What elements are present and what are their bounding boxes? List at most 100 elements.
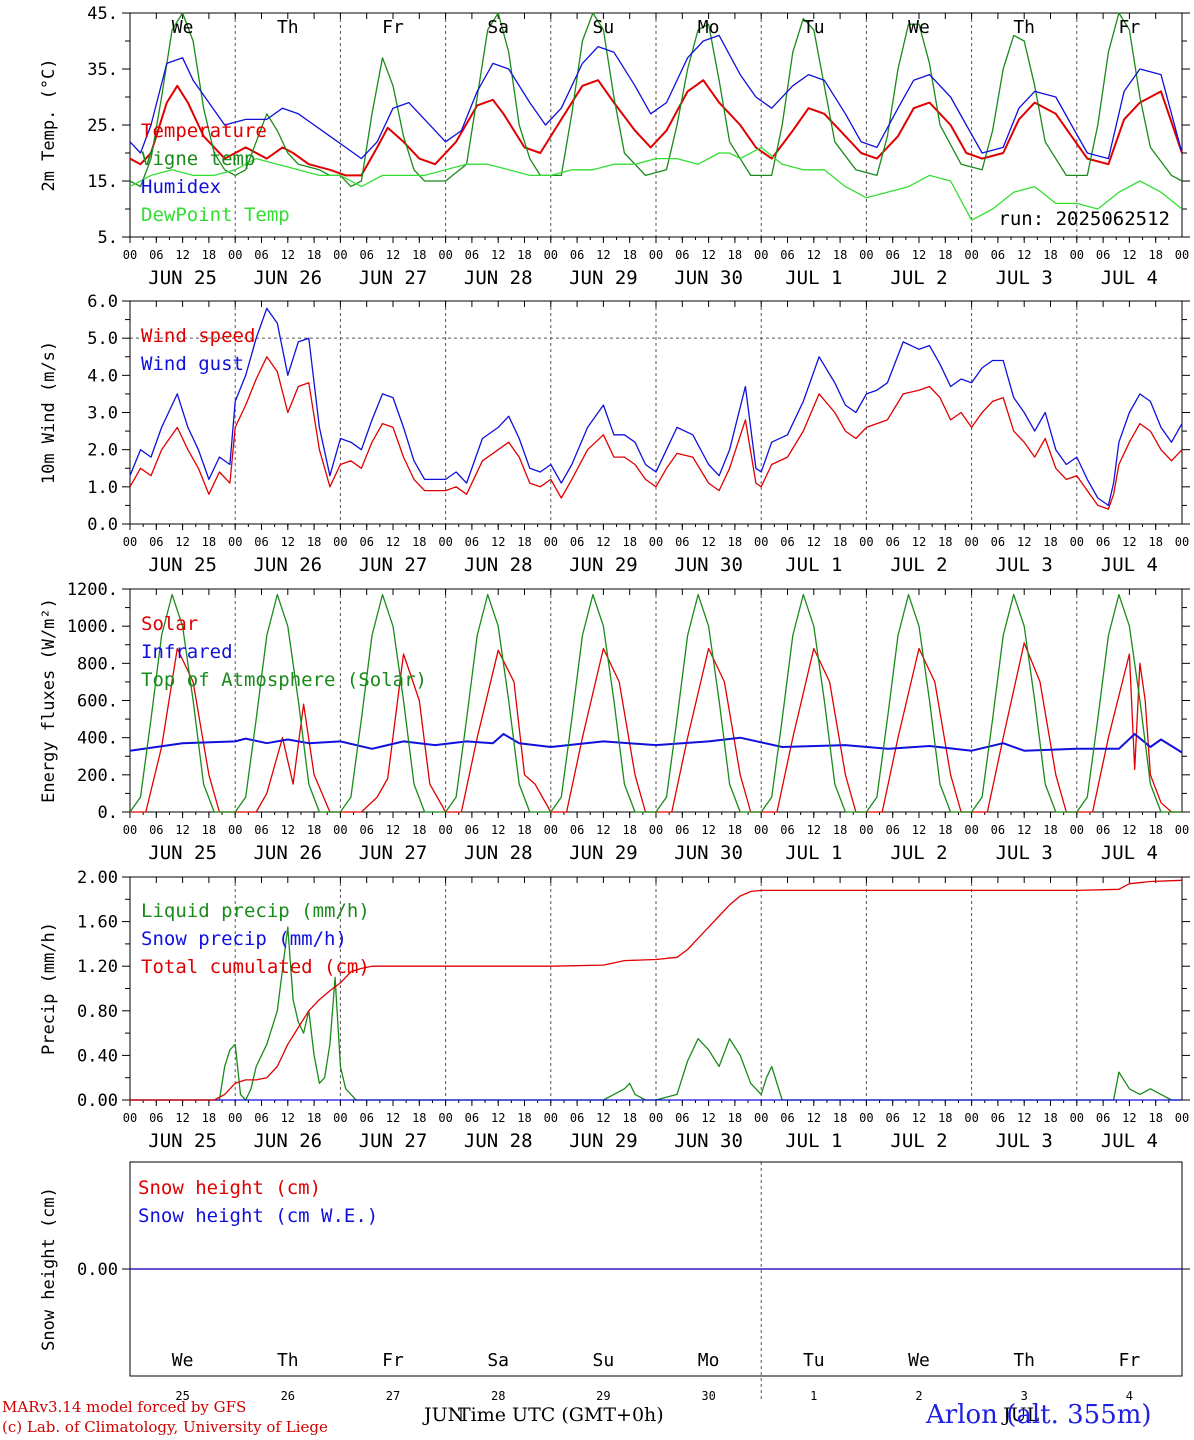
hour-tick-label: 12 [807,248,821,262]
hour-tick-label: 18 [938,1111,952,1125]
y-tick-label: 2.00 [77,868,118,888]
hour-tick-label: 06 [570,1111,584,1125]
hour-tick-label: 06 [149,248,163,262]
hour-tick-label: 18 [833,535,847,549]
hour-tick-label: 18 [622,1111,636,1125]
date-label: JUL 1 [785,554,842,576]
hour-tick-label: 18 [1043,535,1057,549]
hour-tick-label: 00 [333,823,347,837]
date-label: JUL 4 [1101,842,1158,864]
hour-tick-label: 18 [728,823,742,837]
date-label: JUN 28 [464,554,533,576]
date-label: JUL 4 [1101,1130,1158,1152]
weekday-label: Th [277,1350,299,1371]
hour-tick-label: 12 [281,535,295,549]
hour-tick-label: 18 [728,535,742,549]
credit-line-1: MARv3.14 model forced by GFS [2,1398,247,1416]
hour-tick-label: 12 [386,1111,400,1125]
hour-tick-label: 06 [991,535,1005,549]
y-tick-label: 0.00 [77,1260,118,1280]
hour-tick-label: 12 [701,248,715,262]
hour-tick-label: 18 [1148,1111,1162,1125]
hour-tick-label: 06 [991,248,1005,262]
hour-tick-label: 18 [1043,248,1057,262]
hour-tick-label: 18 [412,823,426,837]
hour-tick-label: 00 [649,248,663,262]
hour-tick-label: 00 [859,248,873,262]
hour-tick-label: 18 [728,1111,742,1125]
hour-tick-label: 06 [465,535,479,549]
hour-tick-label: 00 [123,823,137,837]
hour-tick-label: 00 [228,1111,242,1125]
legend-entry: Total cumulated (cm) [141,956,370,978]
date-label: JUN 30 [674,842,743,864]
y-tick-label: 1.20 [77,957,118,977]
legend-entry: Snow precip (mm/h) [141,928,347,950]
hour-tick-label: 06 [359,823,373,837]
hour-tick-label: 00 [1175,248,1189,262]
y-tick-label: 3.0 [87,404,118,424]
legend-entry: Liquid precip (mm/h) [141,900,370,922]
legend-entry: Solar [141,613,198,635]
hour-tick-label: 00 [438,1111,452,1125]
hour-tick-label: 06 [1096,823,1110,837]
date-label: JUL 1 [785,842,842,864]
hour-tick-label: 00 [754,248,768,262]
hour-tick-label: 00 [1070,1111,1084,1125]
hour-tick-label: 12 [491,248,505,262]
date-label: JUL 2 [890,267,947,289]
hour-tick-label: 06 [570,535,584,549]
date-label: JUN 30 [674,267,743,289]
short-date-label: 30 [701,1389,715,1403]
hour-tick-label: 12 [1017,535,1031,549]
hour-tick-label: 06 [885,248,899,262]
hour-tick-label: 18 [833,248,847,262]
hour-tick-label: 06 [254,248,268,262]
hour-tick-label: 18 [202,1111,216,1125]
hour-tick-label: 12 [386,823,400,837]
y-axis-label: Energy fluxes (W/m²) [39,598,59,803]
y-tick-label: 4.0 [87,366,118,386]
hour-tick-label: 00 [859,823,873,837]
series-line [130,926,1182,1101]
weekday-label: Tu [803,1350,825,1371]
date-label: JUN 25 [148,554,217,576]
y-tick-label: 15. [87,172,118,192]
hour-tick-label: 12 [912,248,926,262]
hour-tick-label: 18 [1148,823,1162,837]
hour-tick-label: 06 [149,1111,163,1125]
hour-tick-label: 12 [491,535,505,549]
hour-tick-label: 06 [675,535,689,549]
legend-entry: Temperature [141,120,267,142]
short-date-label: 4 [1126,1389,1133,1403]
hour-tick-label: 18 [622,535,636,549]
weekday-label: Sa [487,17,509,38]
hour-tick-label: 12 [912,823,926,837]
date-label: JUL 3 [996,554,1053,576]
hour-tick-label: 12 [281,248,295,262]
weekday-label: Th [277,17,299,38]
hour-tick-label: 18 [1148,248,1162,262]
hour-tick-label: 12 [1017,248,1031,262]
date-label: JUN 29 [569,1130,638,1152]
weekday-label: Fr [382,17,404,38]
date-label: JUN 25 [148,1130,217,1152]
hour-tick-label: 00 [649,1111,663,1125]
hour-tick-label: 06 [359,1111,373,1125]
weekday-label: Mo [698,17,720,38]
hour-tick-label: 18 [412,535,426,549]
hour-tick-label: 00 [859,1111,873,1125]
hour-tick-label: 06 [675,248,689,262]
hour-tick-label: 00 [1070,823,1084,837]
y-tick-label: 600. [77,692,118,712]
hour-tick-label: 06 [465,823,479,837]
hour-tick-label: 18 [307,535,321,549]
short-date-label: 1 [810,1389,817,1403]
legend-entry: Top of Atmosphere (Solar) [141,669,427,691]
date-label: JUN 26 [253,842,322,864]
hour-tick-label: 12 [807,535,821,549]
hour-tick-label: 18 [833,1111,847,1125]
hour-tick-label: 00 [123,1111,137,1125]
hour-tick-label: 06 [149,535,163,549]
hour-tick-label: 00 [1070,248,1084,262]
